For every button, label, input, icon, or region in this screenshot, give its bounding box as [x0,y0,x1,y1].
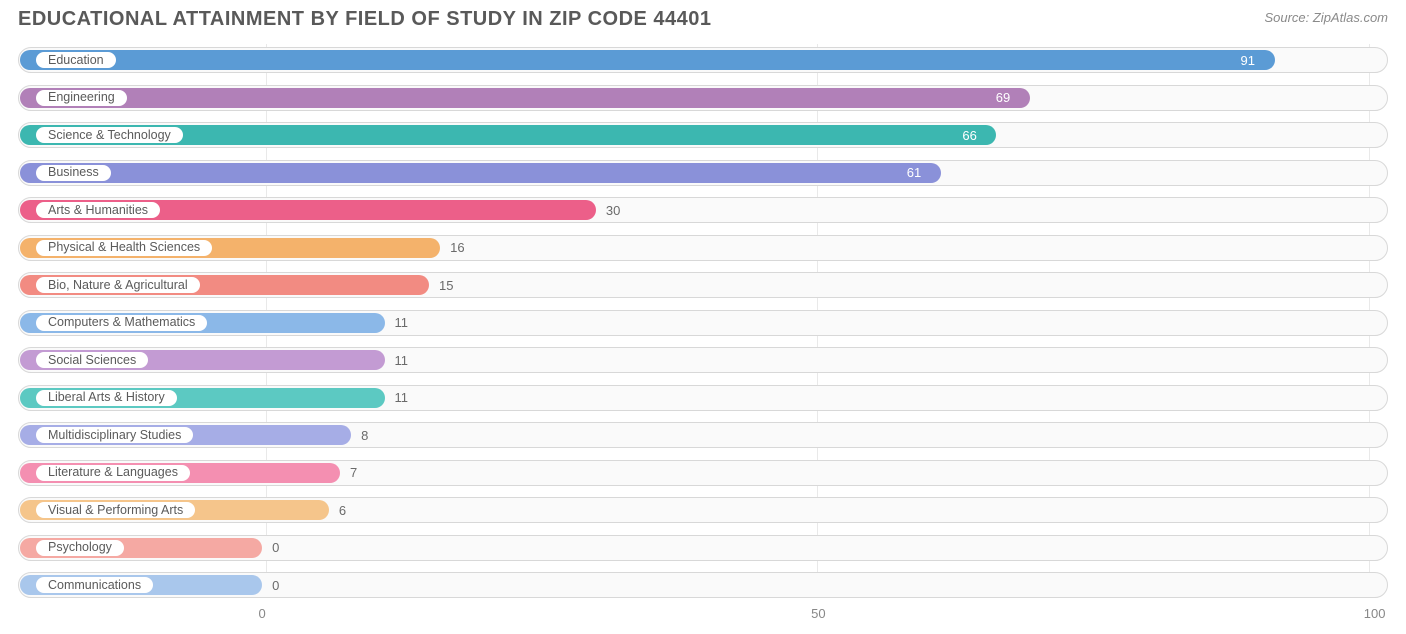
chart-row: Literature & Languages 7 [12,456,1394,490]
bar-value: 61 [907,156,921,190]
bar [20,163,940,183]
bar-label-pill: Communications [36,577,153,593]
chart-rows: Education91Engineering69Science & Techno… [0,43,1406,602]
chart-row: Communications 0 [12,568,1394,602]
bar-label-pill: Arts & Humanities [36,202,160,218]
chart-source: Source: ZipAtlas.com [1264,8,1388,25]
chart-row: Physical & Health Sciences 16 [12,231,1394,265]
bar-value: 0 [272,531,279,565]
bar-value: 0 [272,568,279,602]
bar-label-pill: Psychology [36,540,124,556]
bar [20,50,1274,70]
chart-row: Liberal Arts & History 11 [12,381,1394,415]
bar-label-pill: Engineering [36,90,127,106]
bar-value: 6 [339,493,346,527]
chart-row: Computers & Mathematics 11 [12,306,1394,340]
bar-label-pill: Education [36,52,116,68]
chart-row: Multidisciplinary Studies 8 [12,418,1394,452]
chart-title: EDUCATIONAL ATTAINMENT BY FIELD OF STUDY… [18,8,712,31]
chart-row: Visual & Performing Arts 6 [12,493,1394,527]
bar-label-pill: Physical & Health Sciences [36,240,212,256]
chart-row: Education 91 [12,43,1394,77]
chart-row: Social Sciences 11 [12,343,1394,377]
bar-value: 16 [450,231,464,265]
bar-label-pill: Visual & Performing Arts [36,502,195,518]
bar-label-pill: Social Sciences [36,352,148,368]
bar-label-pill: Bio, Nature & Agricultural [36,277,200,293]
bar-value: 7 [350,456,357,490]
chart-row: Business 61 [12,156,1394,190]
bar-label-pill: Computers & Mathematics [36,315,207,331]
bar-label-pill: Science & Technology [36,127,183,143]
bar-value: 15 [439,268,453,302]
bar-value: 8 [361,418,368,452]
bar-label-pill: Multidisciplinary Studies [36,427,193,443]
chart-row: Psychology 0 [12,531,1394,565]
chart-container: EDUCATIONAL ATTAINMENT BY FIELD OF STUDY… [0,0,1406,632]
chart-row: Arts & Humanities 30 [12,193,1394,227]
bar-value: 11 [395,343,409,377]
bar-value: 30 [606,193,620,227]
bar-value: 66 [962,118,976,152]
chart-row: Bio, Nature & Agricultural 15 [12,268,1394,302]
bar-value: 11 [395,306,409,340]
bar-value: 11 [395,381,409,415]
bar-label-pill: Literature & Languages [36,465,190,481]
axis-tick: 100 [1364,606,1386,621]
axis-tick: 0 [259,606,266,621]
bar-value: 69 [996,81,1010,115]
chart-row: Science & Technology 66 [12,118,1394,152]
chart-header: EDUCATIONAL ATTAINMENT BY FIELD OF STUDY… [0,8,1406,43]
x-axis: 0 50 100 [12,606,1394,634]
bar-label-pill: Business [36,165,111,181]
bar-value: 91 [1241,43,1255,77]
axis-tick: 50 [811,606,825,621]
bar-label-pill: Liberal Arts & History [36,390,177,406]
bar [20,88,1029,108]
chart-row: Engineering 69 [12,81,1394,115]
